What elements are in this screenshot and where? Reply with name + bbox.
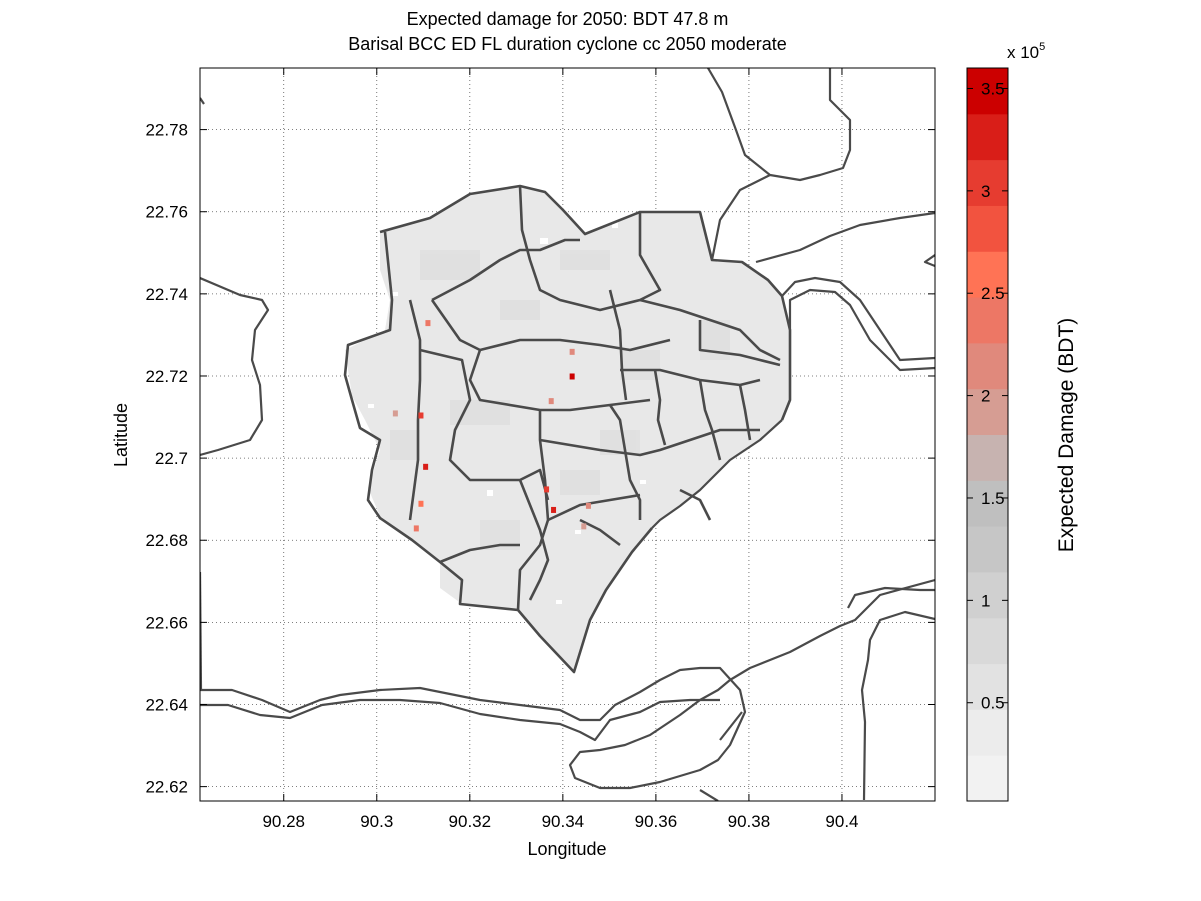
damage-hotspot — [425, 320, 431, 327]
y-tick-label: 22.7 — [155, 449, 188, 468]
colorbar-tick-label: 1 — [981, 591, 990, 610]
y-tick-label: 22.66 — [145, 613, 188, 632]
colorbar-band — [967, 709, 1008, 756]
colorbar-band — [967, 297, 1008, 344]
y-tick-label: 22.68 — [145, 531, 188, 550]
y-axis: 22.62 22.64 22.66 22.68 22.7 22.72 22.74 22.76 2… — [145, 121, 935, 797]
x-tick-label: 90.36 — [635, 812, 678, 831]
colorbar-band — [967, 617, 1008, 665]
colorbar-band — [967, 159, 1008, 206]
y-tick-label: 22.78 — [145, 121, 188, 140]
damage-hotspot — [551, 506, 557, 513]
city-footprint — [345, 186, 790, 672]
colorbar-band — [967, 571, 1008, 619]
damage-hotspot — [581, 523, 587, 530]
y-tick-label: 22.64 — [145, 695, 188, 714]
colorbar-band — [967, 251, 1008, 298]
x-tick-label: 90.32 — [449, 812, 492, 831]
ward-boundaries — [343, 184, 792, 674]
damage-hotspot — [544, 486, 550, 493]
x-tick-label: 90.38 — [728, 812, 771, 831]
x-axis: 90.28 90.3 90.32 90.34 90.36 90.38 90.4 — [262, 68, 859, 831]
colorbar-frame — [966, 67, 1009, 802]
x-axis-label: Longitude — [527, 839, 606, 859]
damage-hotspot — [392, 410, 398, 417]
damage-hotspot — [413, 525, 419, 532]
colorbar-tick-label: 3.5 — [981, 79, 1005, 98]
colorbar-ticks: 0.5 1 1.5 2 2.5 3 3.5 — [967, 79, 1008, 713]
colorbar-bands — [967, 68, 1008, 802]
colorbar-label: Expected Damage (BDT) — [1055, 318, 1078, 553]
river-boundaries — [200, 68, 935, 801]
colorbar-band — [967, 434, 1008, 481]
chart-subtitle: Barisal BCC ED FL duration cyclone cc 20… — [348, 34, 787, 54]
colorbar-multiplier: x 105 — [1007, 41, 1045, 62]
colorbar-band — [967, 480, 1008, 527]
colorbar-tick-label: 2.5 — [981, 284, 1005, 303]
axes-frame — [199, 67, 936, 802]
colorbar-tick-label: 0.5 — [981, 694, 1005, 713]
x-tick-label: 90.4 — [825, 812, 858, 831]
damage-hotspot — [418, 412, 424, 419]
colorbar-tick-label: 3 — [981, 182, 990, 201]
colorbar-tick-label: 2 — [981, 387, 990, 406]
damage-hotspot — [423, 463, 429, 470]
x-tick-label: 90.28 — [262, 812, 305, 831]
y-tick-label: 22.74 — [145, 285, 188, 304]
x-tick-label: 90.34 — [542, 812, 585, 831]
colorbar-band — [967, 526, 1008, 573]
colorbar-band — [967, 205, 1008, 252]
colorbar-band — [967, 113, 1008, 161]
colorbar-band — [967, 663, 1008, 710]
colorbar-tick-label: 1.5 — [981, 489, 1005, 508]
damage-hotspot — [585, 502, 591, 509]
colorbar-band — [967, 68, 1008, 115]
chart-title: Expected damage for 2050: BDT 47.8 m — [406, 9, 729, 29]
damage-hotspot — [569, 373, 575, 380]
damage-hotspot — [418, 500, 424, 507]
y-tick-label: 22.76 — [145, 203, 188, 222]
grid — [200, 68, 935, 801]
colorbar-band — [967, 755, 1008, 802]
damage-hotspot — [569, 348, 575, 355]
damage-hotspot — [548, 398, 554, 405]
colorbar-band — [967, 342, 1008, 390]
y-tick-label: 22.72 — [145, 367, 188, 386]
damage-hotspots — [392, 320, 591, 532]
x-tick-label: 90.3 — [360, 812, 393, 831]
y-axis-label: Latitude — [111, 403, 131, 467]
colorbar-band — [967, 388, 1008, 435]
y-tick-label: 22.62 — [145, 778, 188, 797]
colorbar: 0.5 1 1.5 2 2.5 3 3.5 x 105 Expected Damage (B… — [966, 41, 1078, 802]
map-layers — [200, 68, 935, 801]
